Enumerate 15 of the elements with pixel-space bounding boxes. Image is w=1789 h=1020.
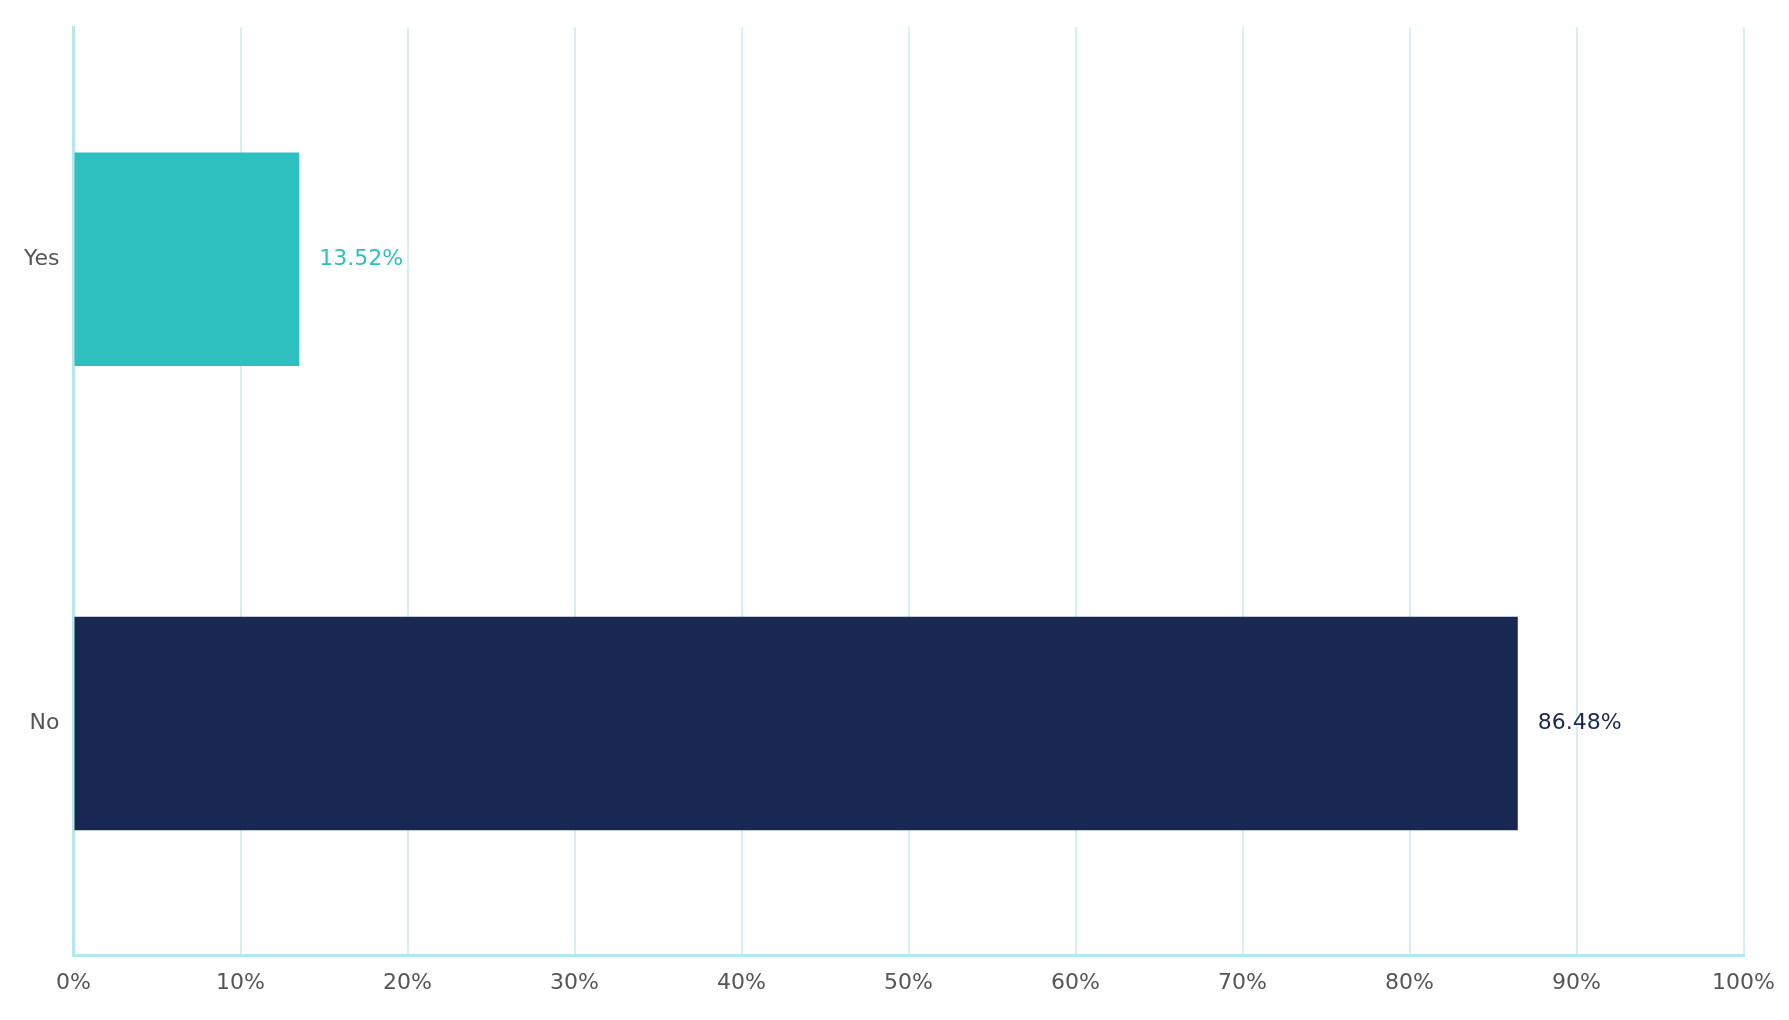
x-tick-label: 90% xyxy=(1552,968,1601,994)
data-label: 86.48% xyxy=(1537,709,1622,735)
x-tick-label: 60% xyxy=(1051,968,1100,994)
x-tick-label: 20% xyxy=(383,968,432,994)
x-tick-label: 80% xyxy=(1385,968,1434,994)
x-tick-label: 40% xyxy=(717,968,766,994)
x-tick-label: 100% xyxy=(1712,968,1776,994)
data-label: 13.52% xyxy=(319,245,404,271)
x-tick-label: 30% xyxy=(550,968,599,994)
x-tick-label: 0% xyxy=(56,968,91,994)
x-tick-label: 50% xyxy=(884,968,933,994)
x-tick-label: 10% xyxy=(216,968,265,994)
y-tick-label: Yes xyxy=(23,245,60,271)
y-tick-label: No xyxy=(29,709,60,735)
x-tick-label: 70% xyxy=(1218,968,1267,994)
